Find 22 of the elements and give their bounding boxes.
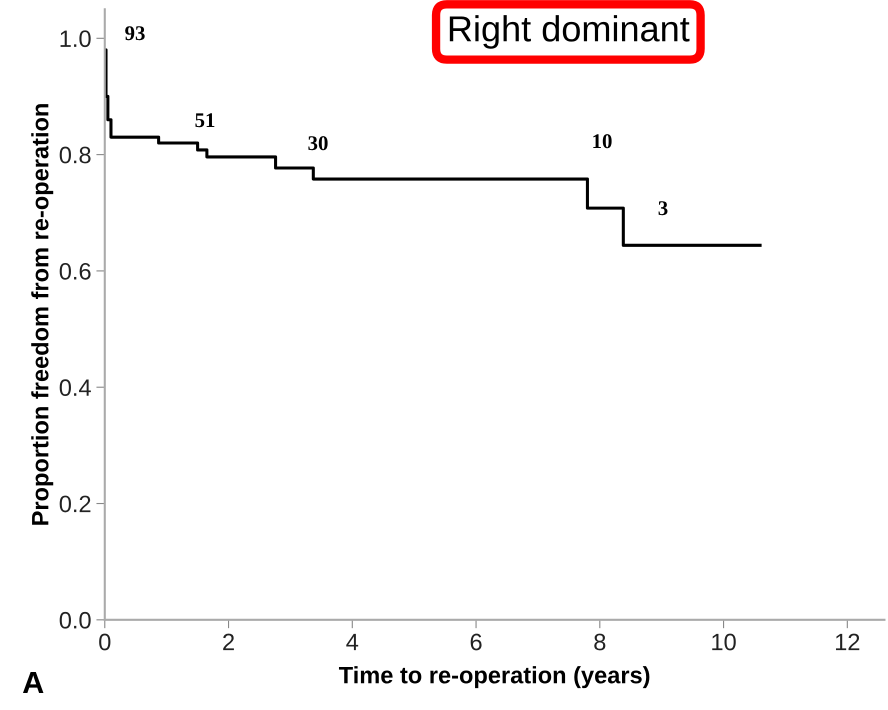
x-tick-label: 12 — [836, 634, 860, 650]
y-tick-label: 0.4 — [60, 379, 91, 396]
x-tick-label: 10 — [712, 634, 736, 650]
x-axis-title: Time to re-operation (years) — [338, 666, 650, 688]
x-tick-label: 8 — [594, 634, 606, 650]
y-axis-title: Proportion freedom from re-operation — [31, 104, 54, 525]
y-tick-label: 1.0 — [60, 30, 91, 48]
y-tick-label: 0.8 — [60, 146, 91, 164]
annotation: 51 — [195, 113, 214, 128]
y-tick-label: 0.2 — [60, 496, 90, 512]
annotation: 93 — [125, 26, 145, 40]
x-tick-label: 4 — [346, 634, 358, 650]
x-tick-label: 6 — [470, 634, 482, 650]
chart-title: Right dominant — [450, 15, 690, 49]
annotation: 30 — [308, 136, 328, 150]
y-tick-label: 0.6 — [60, 262, 91, 280]
annotation: 10 — [593, 134, 612, 148]
y-tick-label: 0.0 — [60, 612, 91, 629]
x-tick-label: 0 — [99, 634, 110, 650]
x-tick-label: 2 — [223, 634, 234, 650]
annotation: 3 — [658, 201, 668, 216]
text: A — [22, 672, 44, 694]
